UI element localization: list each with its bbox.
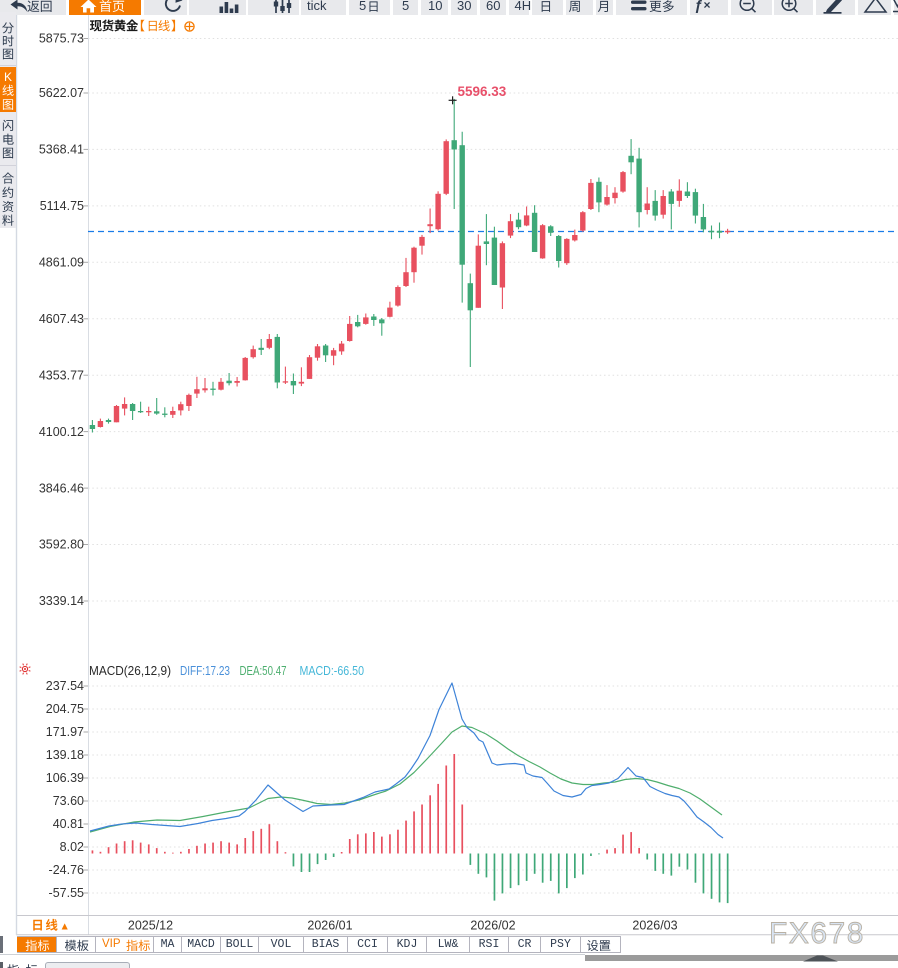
svg-text:-24.76: -24.76: [49, 863, 84, 877]
svg-text:237.54: 237.54: [46, 679, 84, 693]
svg-text:5622.07: 5622.07: [39, 86, 84, 100]
svg-text:MACD(26,12,9): MACD(26,12,9): [89, 663, 171, 678]
svg-text:2026/03: 2026/03: [632, 919, 677, 933]
svg-text:K: K: [4, 70, 12, 84]
svg-text:106.39: 106.39: [46, 771, 84, 785]
svg-text:2026/02: 2026/02: [470, 919, 515, 933]
svg-text:DIFF:17.23: DIFF:17.23: [180, 663, 230, 678]
svg-text:4607.43: 4607.43: [39, 312, 84, 326]
svg-text:FX678: FX678: [769, 917, 865, 950]
svg-text:5875.73: 5875.73: [39, 32, 84, 46]
svg-text:5596.33: 5596.33: [458, 84, 507, 99]
svg-text:MACD:-66.50: MACD:-66.50: [300, 663, 365, 678]
svg-text:139.18: 139.18: [46, 748, 84, 762]
svg-text:40.81: 40.81: [53, 817, 84, 831]
svg-text:3592.80: 3592.80: [39, 538, 84, 552]
svg-text:3846.46: 3846.46: [39, 481, 84, 495]
svg-text:3339.14: 3339.14: [39, 594, 84, 608]
svg-text:DEA:50.47: DEA:50.47: [240, 663, 287, 678]
svg-text:204.75: 204.75: [46, 702, 84, 716]
svg-text:2025/12: 2025/12: [128, 919, 173, 933]
svg-text:-57.55: -57.55: [49, 886, 84, 900]
svg-text:4100.12: 4100.12: [39, 425, 84, 439]
svg-text:2026/01: 2026/01: [307, 919, 352, 933]
svg-text:171.97: 171.97: [46, 725, 84, 739]
svg-text:▲: ▲: [60, 921, 70, 933]
svg-text:4353.77: 4353.77: [39, 368, 84, 382]
svg-text:73.60: 73.60: [53, 794, 84, 808]
svg-text:8.02: 8.02: [60, 840, 84, 854]
svg-text:4861.09: 4861.09: [39, 256, 84, 270]
svg-text:5368.41: 5368.41: [39, 143, 84, 157]
svg-text:5114.75: 5114.75: [40, 199, 84, 213]
